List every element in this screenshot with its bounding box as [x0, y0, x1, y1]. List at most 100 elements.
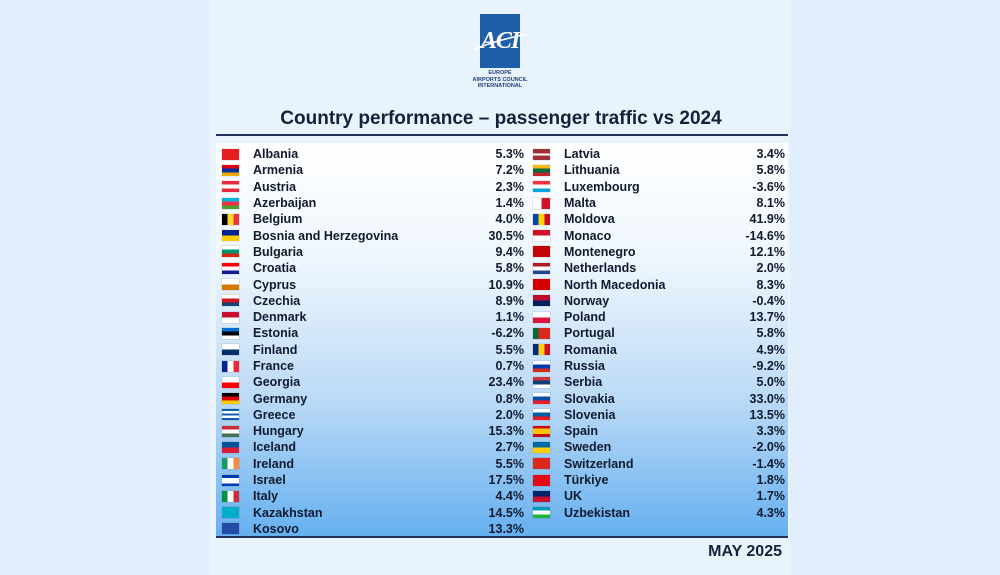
- flag-icon: [222, 344, 239, 356]
- flag-icon: [222, 425, 239, 437]
- flag-icon: [533, 230, 550, 242]
- flag-icon: [533, 344, 550, 356]
- table-row: Estonia -6.2%: [222, 325, 524, 341]
- table-row: Portugal 5.8%: [533, 325, 785, 341]
- country-name: Bosnia and Herzegovina: [253, 228, 399, 243]
- country-name: Sweden: [564, 440, 612, 455]
- table-row: Azerbaijan 1.4%: [222, 195, 524, 211]
- table-row: Austria 2.3%: [222, 179, 524, 195]
- country-name: Netherlands: [564, 261, 637, 276]
- flag-icon: [533, 246, 550, 258]
- table-row: Bulgaria 9.4%: [222, 244, 524, 260]
- flag-icon: [533, 213, 550, 225]
- country-name: Montenegro: [564, 244, 636, 259]
- flag-icon: [222, 507, 239, 519]
- table-row: Spain 3.3%: [533, 423, 785, 439]
- country-name: Monaco: [564, 228, 612, 243]
- traffic-change-value: 5.8%: [756, 326, 786, 341]
- flag-icon: [222, 490, 239, 502]
- country-name: Türkiye: [564, 473, 609, 488]
- country-name: Malta: [564, 196, 596, 211]
- country-name: Bulgaria: [253, 244, 304, 259]
- table-row: Czechia 8.9%: [222, 293, 524, 309]
- logo-swoosh-icon: [472, 33, 528, 51]
- country-name: Cyprus: [253, 277, 297, 292]
- traffic-change-value: 8.3%: [756, 277, 786, 292]
- table-row: Lithuania 5.8%: [533, 162, 785, 178]
- flag-icon: [222, 164, 239, 176]
- country-name: Czechia: [253, 293, 301, 308]
- table-row: Germany 0.8%: [222, 390, 524, 406]
- table-row: Türkiye 1.8%: [533, 472, 785, 488]
- period-label: MAY 2025: [708, 543, 782, 560]
- country-name: Ireland: [253, 456, 294, 471]
- table-row: Montenegro 12.1%: [533, 244, 785, 260]
- logo-line-1: AIRPORTS COUNCIL: [472, 77, 528, 83]
- traffic-change-value: -9.2%: [752, 359, 785, 373]
- country-name: Italy: [253, 489, 279, 504]
- traffic-change-value: 5.5%: [495, 342, 525, 357]
- traffic-change-value: 4.9%: [756, 342, 786, 357]
- flag-icon: [222, 148, 239, 160]
- flag-icon: [533, 490, 550, 502]
- flag-icon: [222, 262, 239, 274]
- flag-icon: [222, 441, 239, 453]
- table-row: Georgia 23.4%: [222, 374, 524, 390]
- flag-icon: [222, 458, 239, 470]
- flag-icon: [533, 409, 550, 421]
- flag-icon: [533, 262, 550, 274]
- country-name: Finland: [253, 342, 298, 357]
- traffic-change-value: 1.1%: [495, 310, 525, 325]
- country-name: Austria: [253, 179, 297, 194]
- table-row: Uzbekistan 4.3%: [533, 505, 785, 521]
- flag-icon: [533, 441, 550, 453]
- flag-icon: [222, 213, 239, 225]
- flag-icon: [533, 148, 550, 160]
- country-name: Switzerland: [564, 456, 634, 471]
- flag-icon: [222, 279, 239, 291]
- traffic-change-value: 2.3%: [495, 179, 525, 194]
- country-name: UK: [564, 489, 583, 504]
- flag-icon: [222, 409, 239, 421]
- flag-icon: [533, 279, 550, 291]
- table-row: Kazakhstan 14.5%: [222, 505, 524, 521]
- table-row: Sweden -2.0%: [533, 439, 785, 455]
- table-row: UK 1.7%: [533, 488, 785, 504]
- page-title: Country performance – passenger traffic …: [280, 108, 722, 129]
- country-name: Denmark: [253, 310, 307, 325]
- table-row: Greece 2.0%: [222, 407, 524, 423]
- traffic-change-value: 8.1%: [756, 196, 786, 211]
- flag-icon: [222, 327, 239, 339]
- table-row: Switzerland -1.4%: [533, 456, 785, 472]
- country-column-left: Albania 5.3% Armenia 7.2% Austria 2.3% Azerbai…: [222, 146, 524, 537]
- country-name: Hungary: [253, 424, 304, 439]
- traffic-change-value: 13.7%: [749, 310, 785, 325]
- table-row: Cyprus 10.9%: [222, 276, 524, 292]
- country-name: Spain: [564, 424, 599, 439]
- traffic-change-value: 13.5%: [749, 407, 785, 422]
- traffic-change-value: -1.4%: [752, 456, 785, 471]
- flag-icon: [533, 425, 550, 437]
- country-name: Armenia: [253, 163, 304, 178]
- flag-icon: [533, 164, 550, 176]
- traffic-change-value: 15.3%: [488, 424, 524, 439]
- flag-icon: [222, 474, 239, 486]
- country-name: North Macedonia: [564, 277, 666, 292]
- table-row: France 0.7%: [222, 358, 524, 374]
- table-row: Poland 13.7%: [533, 309, 785, 325]
- table-row: Israel 17.5%: [222, 472, 524, 488]
- flag-icon: [533, 181, 550, 193]
- traffic-change-value: 14.5%: [488, 505, 524, 520]
- flag-icon: [533, 376, 550, 388]
- table-background: [216, 143, 788, 536]
- country-name: Uzbekistan: [564, 505, 630, 520]
- traffic-change-value: -14.6%: [745, 228, 785, 243]
- country-name: Romania: [564, 342, 617, 357]
- traffic-change-value: 12.1%: [749, 244, 785, 259]
- table-row: Italy 4.4%: [222, 488, 524, 504]
- table-row: Bosnia and Herzegovina 30.5%: [222, 227, 524, 243]
- country-name: Azerbaijan: [253, 196, 317, 211]
- country-name: Russia: [564, 359, 605, 373]
- country-name: Croatia: [253, 261, 297, 276]
- table-row: Ireland 5.5%: [222, 456, 524, 472]
